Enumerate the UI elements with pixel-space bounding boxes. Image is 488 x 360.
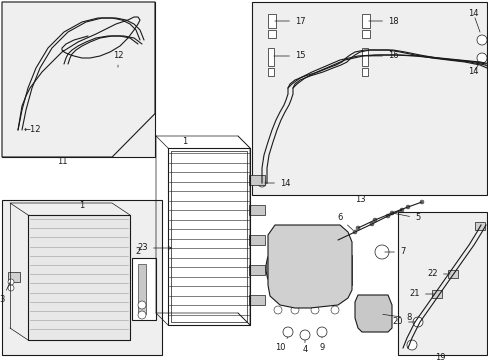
Text: 15: 15: [273, 51, 305, 60]
Polygon shape: [354, 295, 391, 332]
Text: 20: 20: [392, 318, 414, 327]
Circle shape: [283, 327, 292, 337]
Circle shape: [406, 340, 416, 350]
Bar: [132, 258, 156, 320]
Circle shape: [8, 279, 14, 285]
Text: 8: 8: [382, 314, 410, 323]
Circle shape: [290, 306, 298, 314]
Text: 7: 7: [384, 248, 405, 256]
Bar: [138, 264, 146, 314]
Bar: [447, 270, 457, 278]
Circle shape: [476, 35, 486, 45]
Bar: [431, 290, 441, 298]
Circle shape: [399, 208, 403, 212]
Circle shape: [275, 246, 319, 290]
Bar: [248, 265, 264, 275]
Bar: [248, 295, 264, 305]
Text: 1: 1: [182, 136, 187, 145]
Circle shape: [385, 214, 389, 218]
Circle shape: [11, 126, 19, 134]
Text: 9: 9: [319, 337, 324, 352]
Text: 12: 12: [113, 50, 123, 67]
Text: 14: 14: [467, 68, 478, 77]
Text: 21: 21: [408, 289, 433, 298]
Polygon shape: [267, 225, 351, 308]
Circle shape: [335, 238, 339, 242]
Bar: [2, 2, 155, 157]
Text: 13: 13: [354, 195, 365, 204]
Bar: [361, 30, 369, 38]
Circle shape: [316, 327, 326, 337]
Text: 11: 11: [57, 158, 67, 166]
Bar: [248, 205, 264, 215]
Circle shape: [273, 306, 282, 314]
Circle shape: [352, 230, 356, 234]
Text: 10: 10: [274, 337, 287, 352]
Polygon shape: [2, 2, 155, 157]
Text: 14: 14: [467, 9, 478, 18]
Circle shape: [138, 311, 146, 319]
Circle shape: [330, 306, 338, 314]
Circle shape: [332, 262, 348, 278]
Circle shape: [355, 226, 359, 230]
Bar: [361, 48, 367, 66]
Bar: [361, 68, 367, 76]
Bar: [8, 272, 20, 282]
Text: 19: 19: [434, 354, 445, 360]
Polygon shape: [28, 215, 130, 340]
Bar: [329, 255, 351, 285]
Bar: [267, 30, 275, 38]
Circle shape: [389, 211, 393, 215]
Bar: [248, 175, 264, 185]
Circle shape: [405, 205, 409, 209]
Circle shape: [113, 70, 123, 80]
Text: 18: 18: [368, 17, 398, 26]
Text: 22: 22: [427, 270, 449, 279]
Bar: [171, 151, 246, 322]
Text: 1: 1: [79, 201, 84, 210]
Text: 2: 2: [135, 248, 141, 256]
Text: 4: 4: [302, 340, 307, 355]
Text: 5: 5: [394, 213, 419, 222]
Circle shape: [287, 258, 307, 278]
Text: ←12: ←12: [24, 126, 41, 135]
Bar: [2, 200, 162, 355]
Text: 14: 14: [264, 179, 290, 188]
Circle shape: [476, 53, 486, 63]
Circle shape: [412, 317, 422, 327]
Circle shape: [265, 236, 329, 300]
Text: 23: 23: [137, 243, 171, 252]
Circle shape: [299, 330, 309, 340]
Bar: [251, 2, 486, 195]
Circle shape: [138, 301, 146, 309]
Bar: [248, 235, 264, 245]
Text: 16: 16: [367, 51, 398, 60]
Bar: [267, 14, 275, 28]
Circle shape: [372, 218, 376, 222]
Circle shape: [419, 200, 423, 204]
Text: 17: 17: [274, 17, 305, 26]
Bar: [267, 48, 273, 66]
Bar: [397, 212, 486, 355]
Circle shape: [374, 245, 388, 259]
Text: 3: 3: [0, 283, 10, 305]
Text: 6: 6: [337, 213, 352, 230]
Circle shape: [258, 179, 265, 187]
Bar: [8, 118, 22, 140]
Bar: [474, 222, 484, 230]
Bar: [361, 14, 369, 28]
Circle shape: [8, 285, 14, 291]
Bar: [267, 68, 273, 76]
Circle shape: [310, 306, 318, 314]
Circle shape: [369, 222, 373, 226]
